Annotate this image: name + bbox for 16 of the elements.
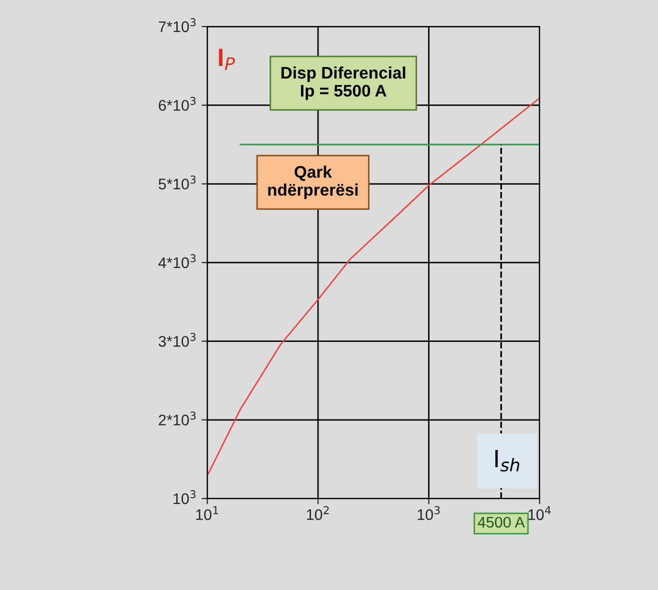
- y-tick-label: 4*10$^{3}$: [158, 254, 196, 268]
- y-tick-label: 6*10$^{3}$: [158, 96, 196, 111]
- x-tick-label: 10$^{1}$: [196, 506, 218, 520]
- y-tick-label: 10$^{3}$: [174, 490, 196, 504]
- y-tick-label: 3*10$^{3}$: [158, 332, 196, 347]
- annotation: I$_{sh}$: [495, 450, 520, 472]
- annotation: Disp Diferencial Ip = 5500 A: [281, 66, 406, 100]
- x-tick-label: 10$^{2}$: [306, 506, 329, 520]
- annotation: I$_{P}$: [218, 48, 235, 70]
- annotation: 4500 A: [478, 516, 525, 528]
- y-tick-label: 7*10$^{3}$: [158, 18, 196, 32]
- x-tick-label: 10$^{4}$: [528, 506, 551, 520]
- y-tick-label: 2*10$^{3}$: [158, 412, 196, 426]
- y-tick-label: 5*10$^{3}$: [158, 176, 196, 190]
- annotation: Qark ndërprerësi: [268, 166, 358, 200]
- x-tick-label: 10$^{3}$: [418, 506, 440, 520]
